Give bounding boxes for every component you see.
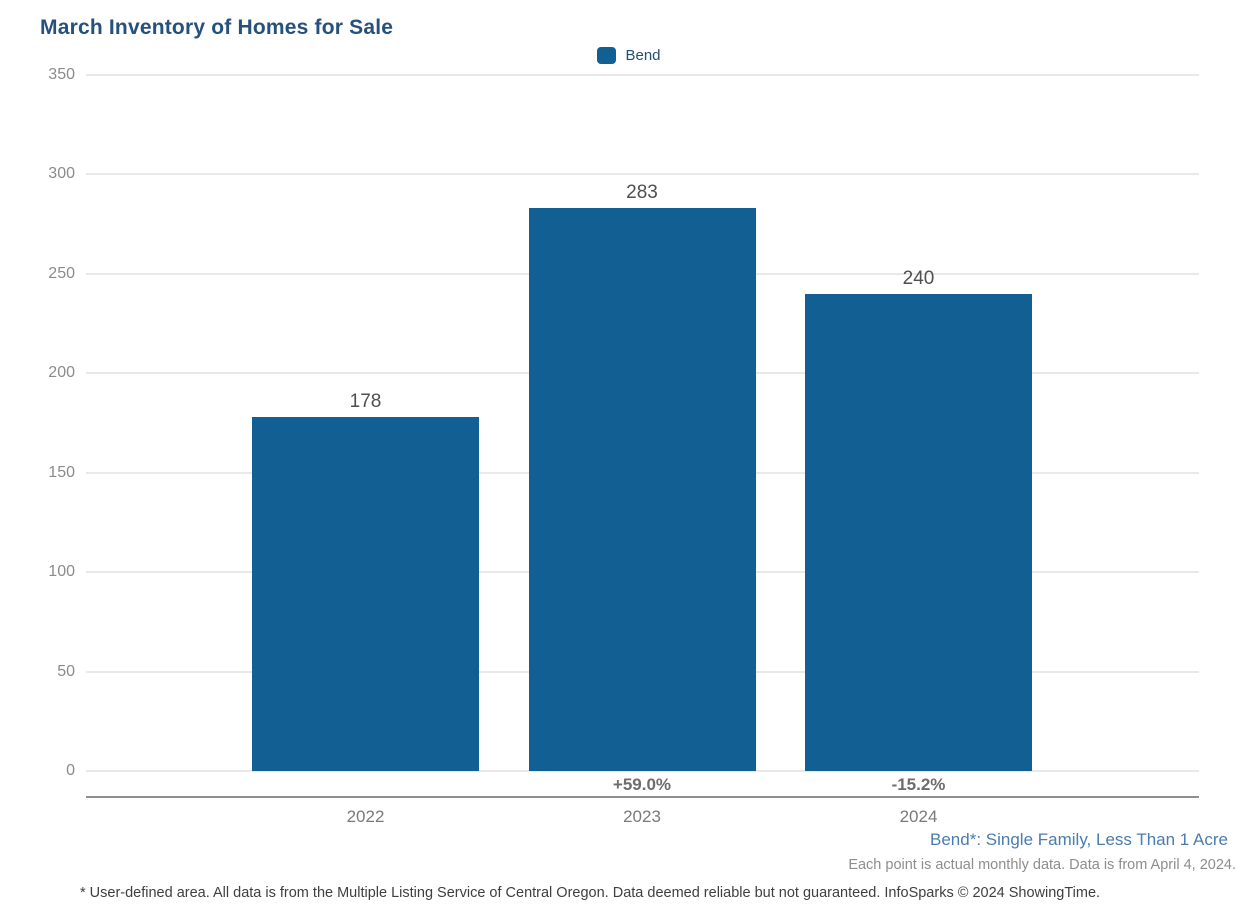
x-axis-label-2022: 2022 [346, 807, 385, 826]
y-axis-tick-label: 50 [57, 662, 75, 680]
footnote-disclaimer: * User-defined area. All data is from th… [80, 885, 1101, 901]
x-axis-line [86, 796, 1199, 798]
gridline-0 [86, 770, 1199, 772]
pct-change-label-2023: +59.0% [612, 775, 672, 794]
x-axis-label-2023: 2023 [623, 807, 661, 826]
bar-value-label-2023: 283 [626, 182, 658, 204]
chart-title: March Inventory of Homes for Sale [40, 16, 394, 39]
x-axis-label-2024: 2024 [899, 807, 938, 826]
y-axis-tick-label: 200 [48, 364, 75, 382]
bar-2023[interactable] [528, 208, 756, 771]
bar-2022[interactable] [252, 417, 479, 771]
pct-change-label-2024: -15.2% [891, 775, 946, 794]
gridline-350 [86, 74, 1199, 76]
y-axis-tick-label: 300 [48, 165, 75, 183]
bar-value-label-2024: 240 [902, 267, 935, 289]
bar-2024[interactable] [805, 293, 1032, 771]
gridline-300 [86, 173, 1199, 176]
legend-label-bend[interactable]: Bend [625, 47, 661, 64]
y-axis-tick-label: 150 [48, 463, 75, 481]
y-axis-tick-label: 0 [66, 762, 75, 779]
legend: Bend [0, 47, 1258, 64]
footnote-series-definition: Bend*: Single Family, Less Than 1 Acre [930, 830, 1228, 849]
footnote-data-note: Each point is actual monthly data. Data … [848, 857, 1236, 873]
legend-swatch-bend-icon [597, 47, 617, 64]
bar-value-label-2022: 178 [349, 391, 382, 413]
y-axis-tick-label: 350 [48, 66, 75, 83]
y-axis-tick-label: 100 [48, 563, 75, 581]
y-axis-tick-label: 250 [48, 264, 75, 282]
